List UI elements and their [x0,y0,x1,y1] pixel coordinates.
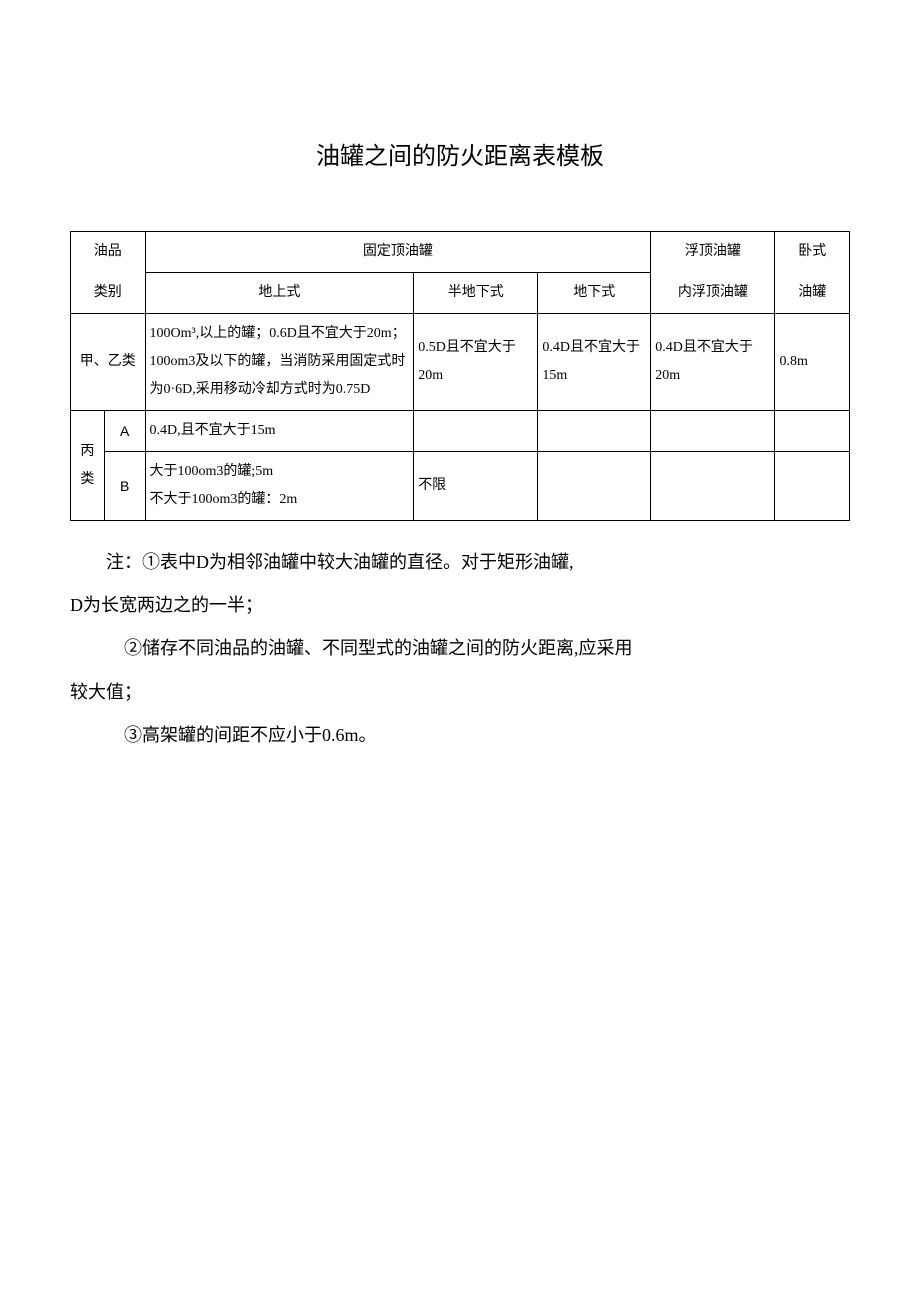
cell-r2a-horiz [775,411,850,452]
note-3: ③高架罐的间距不应小于0.6m。 [70,714,850,757]
notes-block: 注：①表中D为相邻油罐中较大油罐的直径。对于矩形油罐, D为长宽两边之的一半； … [70,541,850,757]
cell-r2b-under [538,452,651,521]
col-underground: 地下式 [538,273,651,314]
header-row-2: 类别 地上式 半地下式 地下式 内浮顶油罐 油罐 [71,273,850,314]
col-category-top: 油品 [71,232,146,273]
cell-r2b-above-l2: 不大于100om3的罐：2m [150,492,298,507]
cell-r2b-float [651,452,775,521]
col-semi-underground: 半地下式 [414,273,538,314]
cell-r1-horiz: 0.8m [775,314,850,411]
col-floating-top: 浮顶油罐 [651,232,775,273]
note-2a: ②储存不同油品的油罐、不同型式的油罐之间的防火距离,应采用 [70,627,850,670]
cell-r1-above: 100Om³,以上的罐；0.6D且不宜大于20m；100om3及以下的罐，当消防… [145,314,414,411]
cell-r2b-semi: 不限 [414,452,538,521]
row-jia-yi: 甲、乙类 100Om³,以上的罐；0.6D且不宜大于20m；100om3及以下的… [71,314,850,411]
col-category-bottom: 类别 [71,273,146,314]
cell-r1-semi: 0.5D且不宜大于20m [414,314,538,411]
note-1b: D为长宽两边之的一半； [70,584,850,627]
cell-r2a-semi [414,411,538,452]
cell-cat-jiayi: 甲、乙类 [71,314,146,411]
fire-distance-table: 油品 固定顶油罐 浮顶油罐 卧式 类别 地上式 半地下式 地下式 内浮顶油罐 油… [70,231,850,521]
col-horizontal-bottom: 油罐 [775,273,850,314]
cell-r2b-above: 大于100om3的罐;5m 不大于100om3的罐：2m [145,452,414,521]
row-bing-a: 丙类 A 0.4D,且不宜大于15m [71,411,850,452]
col-above-ground: 地上式 [145,273,414,314]
col-floating-bottom: 内浮顶油罐 [651,273,775,314]
cell-r2a-under [538,411,651,452]
header-row-1: 油品 固定顶油罐 浮顶油罐 卧式 [71,232,850,273]
cell-r2a-float [651,411,775,452]
cell-r1-under: 0.4D且不宜大于15m [538,314,651,411]
cell-r1-float: 0.4D且不宜大于20m [651,314,775,411]
cell-sub-a: A [104,411,145,452]
note-2b: 较大值； [70,671,850,714]
row-bing-b: B 大于100om3的罐;5m 不大于100om3的罐：2m 不限 [71,452,850,521]
cell-cat-bing: 丙类 [71,411,105,521]
cell-r2b-horiz [775,452,850,521]
col-fixed-roof: 固定顶油罐 [145,232,651,273]
document-page: 油罐之间的防火距离表模板 油品 固定顶油罐 浮顶油罐 卧式 类别 地上式 半地下… [0,0,920,817]
page-title: 油罐之间的防火距离表模板 [70,136,850,171]
col-horizontal-top: 卧式 [775,232,850,273]
cell-sub-b: B [104,452,145,521]
cell-r2a-above: 0.4D,且不宜大于15m [145,411,414,452]
note-1a: 注：①表中D为相邻油罐中较大油罐的直径。对于矩形油罐, [70,541,850,584]
cell-r2b-above-l1: 大于100om3的罐;5m [150,464,274,479]
